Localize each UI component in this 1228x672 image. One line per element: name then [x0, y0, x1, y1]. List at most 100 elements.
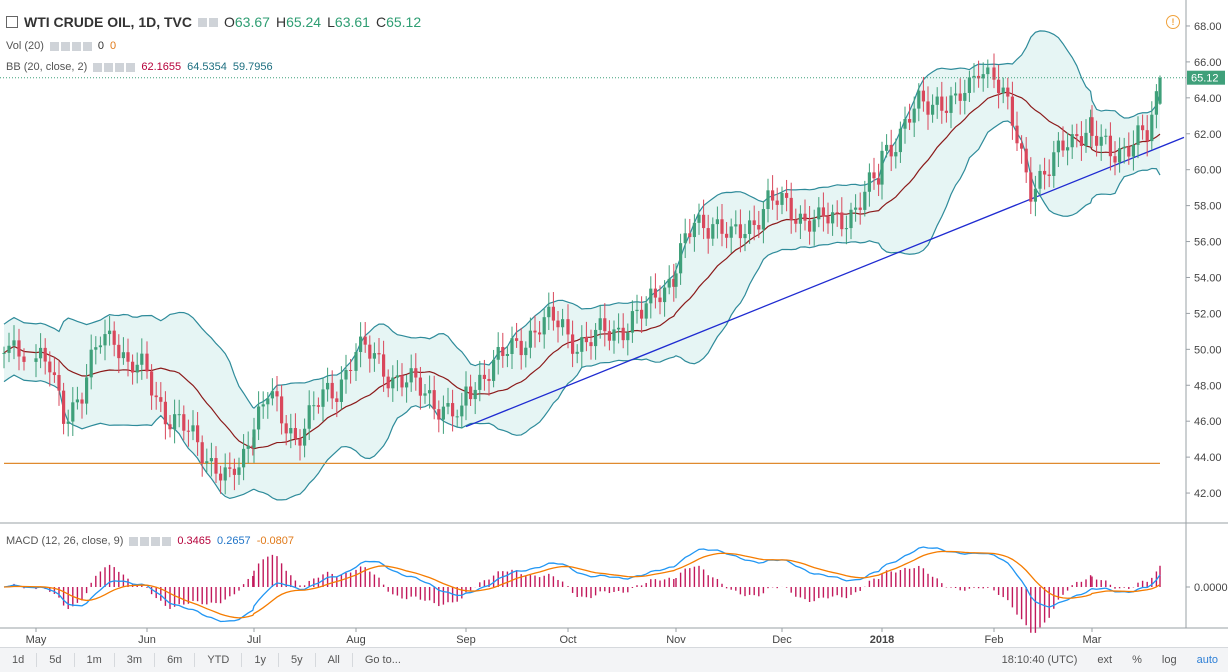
candle-body	[501, 346, 505, 356]
goto-date-button[interactable]: Go to...	[364, 654, 401, 666]
legend-buttons[interactable]	[198, 17, 218, 27]
candle-body	[808, 220, 812, 232]
candle-body	[316, 405, 320, 407]
candle-body	[1084, 132, 1088, 146]
candle-body	[303, 428, 307, 446]
candle-body	[789, 197, 793, 220]
tf-1d[interactable]: 1d	[0, 653, 38, 667]
tf-5y[interactable]: 5y	[279, 653, 316, 667]
candle-body	[954, 93, 958, 96]
auto-button[interactable]: auto	[1196, 654, 1218, 666]
candle-body	[1047, 174, 1051, 176]
candle-body	[177, 414, 181, 416]
chart-svg[interactable]: 42.00 44.00 46.00 48.00 50.00 52.00 54.00 56.00…	[0, 0, 1228, 647]
candle-body	[446, 403, 450, 407]
candle-body	[232, 468, 236, 475]
candle-body	[617, 327, 621, 330]
candle-body	[223, 467, 227, 481]
trend-line	[465, 136, 1185, 428]
candle-body	[903, 119, 907, 129]
y-tick-label: 62.00	[1194, 129, 1222, 141]
tf-1y[interactable]: 1y	[242, 653, 279, 667]
candle-body	[85, 377, 89, 404]
macd-buttons[interactable]	[129, 536, 172, 546]
x-tick-label: Sep	[456, 634, 476, 646]
percent-button[interactable]: %	[1132, 654, 1142, 666]
candle-body	[377, 353, 381, 355]
candle-body	[1122, 146, 1126, 149]
candle-body	[34, 358, 38, 362]
candle-body	[715, 219, 719, 225]
candle-body	[1024, 148, 1028, 173]
candle-body	[757, 225, 761, 230]
candle-body	[7, 345, 11, 353]
collapse-icon[interactable]	[6, 16, 18, 28]
candle-body	[894, 152, 898, 157]
candle-body	[679, 243, 683, 274]
macd-signal-value: -0.0807	[256, 535, 294, 547]
candle-body	[293, 428, 297, 439]
alert-icon[interactable]: !	[1166, 15, 1180, 29]
y-tick-label: 54.00	[1194, 272, 1222, 284]
x-tick-label: Jun	[138, 634, 156, 646]
tf-6m[interactable]: 6m	[155, 653, 196, 667]
candle-body	[191, 425, 195, 432]
candle-body	[944, 110, 948, 113]
macd-hist-value: 0.3465	[177, 535, 212, 547]
candle-body	[649, 288, 653, 304]
candle-body	[1075, 134, 1079, 137]
candle-body	[451, 403, 455, 417]
tf-all[interactable]: All	[316, 653, 353, 667]
bb-upper-line	[3, 30, 1161, 409]
candle-body	[80, 399, 84, 404]
candle-body	[640, 309, 644, 319]
candle-body	[533, 330, 537, 333]
candle-body	[145, 353, 149, 372]
candle-body	[524, 347, 528, 356]
candle-body	[821, 207, 825, 217]
candle-body	[284, 423, 288, 434]
candle-body	[335, 398, 339, 402]
bb-buttons[interactable]	[93, 62, 136, 72]
tf-1m[interactable]: 1m	[75, 653, 115, 667]
candle-body	[584, 337, 588, 343]
candle-body	[441, 406, 445, 420]
candle-body	[1061, 140, 1065, 151]
vol-buttons[interactable]	[49, 41, 92, 51]
bottom-right-controls: 18:10:40 (UTC) ext % log auto	[992, 654, 1228, 666]
candle-body	[812, 219, 816, 232]
tf-ytd[interactable]: YTD	[195, 653, 243, 667]
candle-body	[872, 172, 876, 179]
candle-body	[428, 390, 432, 394]
candle-body	[963, 92, 967, 101]
tf-3m[interactable]: 3m	[115, 653, 156, 667]
tf-5d[interactable]: 5d	[37, 653, 75, 667]
ext-button[interactable]: ext	[1097, 654, 1113, 666]
candle-body	[958, 93, 962, 101]
ohlc-open: O63.67	[224, 14, 270, 30]
candle-body	[667, 278, 671, 288]
log-button[interactable]: log	[1161, 654, 1177, 666]
candle-body	[1108, 135, 1112, 157]
candle-body	[877, 178, 881, 185]
candle-body	[1145, 130, 1149, 142]
y-tick-label: 56.00	[1194, 237, 1222, 249]
candle-body	[121, 352, 125, 359]
y-tick-label: 44.00	[1194, 452, 1222, 464]
candle-body	[464, 386, 468, 406]
candle-body	[551, 306, 555, 321]
candle-body	[771, 190, 775, 201]
candle-body	[940, 96, 944, 111]
candle-body	[603, 318, 607, 332]
candle-body	[150, 371, 154, 396]
y-tick-label: 66.00	[1194, 57, 1222, 69]
candle-body	[228, 467, 232, 469]
macd-signal-line	[3, 550, 1161, 619]
candle-body	[89, 349, 93, 378]
candle-body	[1090, 117, 1094, 136]
candle-body	[418, 377, 422, 396]
candle-body	[487, 378, 491, 381]
candle-body	[280, 396, 284, 424]
bb-lower-value: 59.7956	[232, 61, 273, 73]
candle-body	[154, 395, 158, 398]
